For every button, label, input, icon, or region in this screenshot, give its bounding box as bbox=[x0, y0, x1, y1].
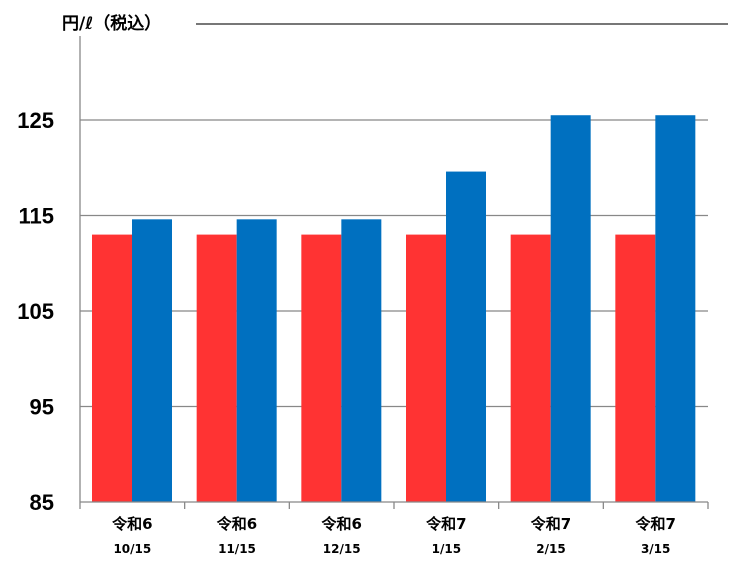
bar bbox=[615, 234, 656, 502]
x-tick-label-date: 1/15 bbox=[432, 542, 461, 556]
bar bbox=[196, 234, 237, 502]
bar bbox=[406, 234, 446, 502]
y-tick-label: 85 bbox=[30, 490, 54, 515]
bar bbox=[655, 115, 696, 502]
x-tick-label-date: 10/15 bbox=[113, 542, 151, 556]
x-tick-label-era: 令和7 bbox=[426, 515, 466, 533]
bars bbox=[92, 115, 696, 502]
y-tick-label: 105 bbox=[17, 299, 54, 324]
x-tick-label-date: 12/15 bbox=[323, 542, 361, 556]
bar bbox=[92, 234, 132, 502]
axes bbox=[79, 36, 709, 509]
x-tick-label-date: 11/15 bbox=[218, 542, 256, 556]
x-tick-label-era: 令和7 bbox=[531, 515, 571, 533]
x-tick-label-date: 2/15 bbox=[536, 542, 565, 556]
bar bbox=[301, 234, 342, 502]
x-tick-label-era: 令和6 bbox=[112, 515, 152, 533]
y-tick-labels: 85 95 105 115 125 bbox=[17, 108, 54, 515]
bar bbox=[132, 219, 172, 502]
x-tick-label-era: 令和6 bbox=[321, 515, 361, 533]
bar bbox=[510, 234, 551, 502]
gridlines bbox=[80, 119, 708, 408]
bar bbox=[236, 219, 277, 502]
x-tick-label-era: 令和6 bbox=[217, 515, 257, 533]
y-unit-label: 円/ℓ（税込） bbox=[62, 13, 161, 34]
y-tick-label: 115 bbox=[19, 204, 55, 229]
x-tick-label-date: 3/15 bbox=[641, 542, 670, 556]
bar bbox=[550, 115, 591, 502]
y-tick-label: 95 bbox=[30, 395, 54, 420]
x-tick-label-era: 令和7 bbox=[635, 515, 675, 533]
x-tick-labels: 令和6 10/15 令和6 11/15 令和6 12/15 令和7 1/15 令和7 2/15 令和… bbox=[112, 515, 676, 556]
y-tick-label: 125 bbox=[17, 108, 54, 133]
bar bbox=[446, 171, 486, 502]
bar bbox=[341, 219, 382, 502]
